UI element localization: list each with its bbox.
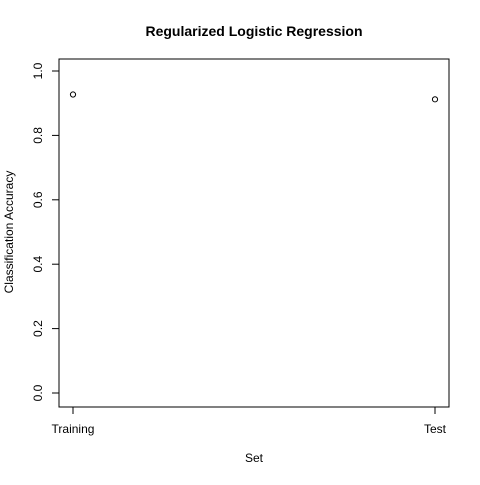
data-points bbox=[69, 91, 439, 103]
y-tick-label: 0.4 bbox=[31, 256, 45, 273]
x-axis-label: Set bbox=[245, 451, 264, 465]
data-point-training bbox=[69, 91, 77, 98]
y-tick-label: 0.0 bbox=[31, 384, 45, 401]
y-axis-label: Classification Accuracy bbox=[2, 171, 16, 294]
x-tick-label-test: Test bbox=[424, 422, 447, 436]
x-axis: Training Test bbox=[52, 406, 447, 436]
y-tick-label: 0.8 bbox=[31, 127, 45, 144]
y-tick-label: 0.6 bbox=[31, 191, 45, 208]
y-axis: 0.0 0.2 0.4 0.6 0.8 1.0 bbox=[31, 62, 60, 401]
x-tick-label-training: Training bbox=[52, 422, 95, 436]
chart-title: Regularized Logistic Regression bbox=[145, 23, 362, 39]
y-tick-label: 0.2 bbox=[31, 320, 45, 337]
y-tick-label: 1.0 bbox=[31, 62, 45, 79]
data-point-test bbox=[431, 96, 439, 103]
